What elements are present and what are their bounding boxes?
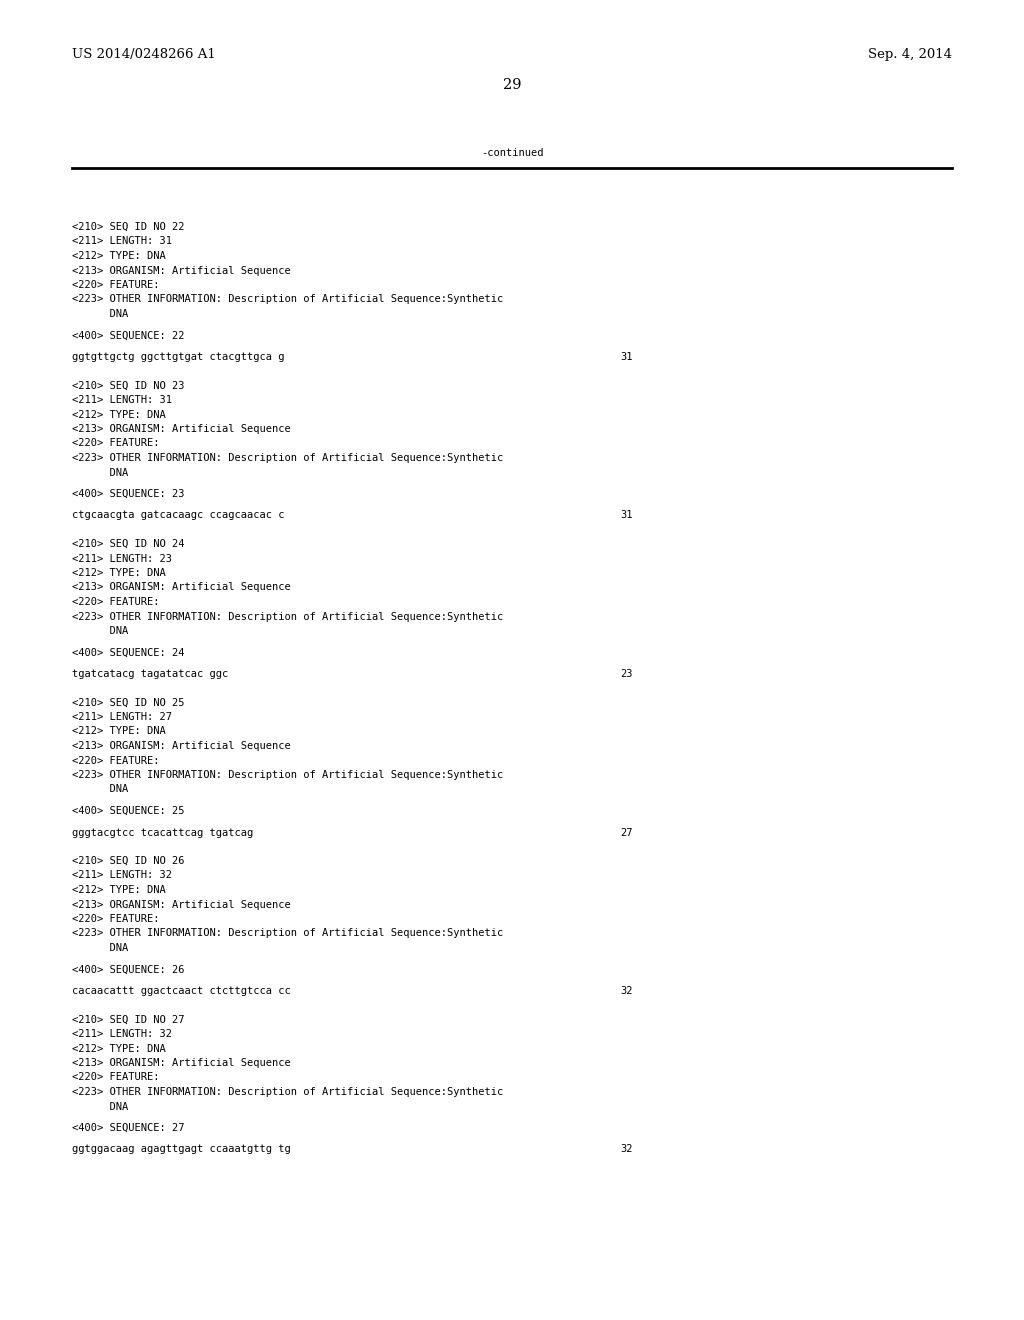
Text: US 2014/0248266 A1: US 2014/0248266 A1 (72, 48, 216, 61)
Text: 32: 32 (620, 1144, 633, 1155)
Text: <212> TYPE: DNA: <212> TYPE: DNA (72, 568, 166, 578)
Text: <400> SEQUENCE: 24: <400> SEQUENCE: 24 (72, 648, 184, 657)
Text: <212> TYPE: DNA: <212> TYPE: DNA (72, 251, 166, 261)
Text: <210> SEQ ID NO 26: <210> SEQ ID NO 26 (72, 855, 184, 866)
Text: <210> SEQ ID NO 24: <210> SEQ ID NO 24 (72, 539, 184, 549)
Text: Sep. 4, 2014: Sep. 4, 2014 (868, 48, 952, 61)
Text: <400> SEQUENCE: 26: <400> SEQUENCE: 26 (72, 965, 184, 974)
Text: <212> TYPE: DNA: <212> TYPE: DNA (72, 409, 166, 420)
Text: DNA: DNA (72, 1101, 128, 1111)
Text: <210> SEQ ID NO 23: <210> SEQ ID NO 23 (72, 380, 184, 391)
Text: 31: 31 (620, 352, 633, 362)
Text: ggtggacaag agagttgagt ccaaatgttg tg: ggtggacaag agagttgagt ccaaatgttg tg (72, 1144, 291, 1155)
Text: <223> OTHER INFORMATION: Description of Artificial Sequence:Synthetic: <223> OTHER INFORMATION: Description of … (72, 611, 503, 622)
Text: <211> LENGTH: 27: <211> LENGTH: 27 (72, 711, 172, 722)
Text: 31: 31 (620, 511, 633, 520)
Text: <210> SEQ ID NO 22: <210> SEQ ID NO 22 (72, 222, 184, 232)
Text: DNA: DNA (72, 467, 128, 478)
Text: <210> SEQ ID NO 25: <210> SEQ ID NO 25 (72, 697, 184, 708)
Text: <211> LENGTH: 23: <211> LENGTH: 23 (72, 553, 172, 564)
Text: <210> SEQ ID NO 27: <210> SEQ ID NO 27 (72, 1015, 184, 1024)
Text: gggtacgtcc tcacattcag tgatcag: gggtacgtcc tcacattcag tgatcag (72, 828, 253, 837)
Text: <220> FEATURE:: <220> FEATURE: (72, 1072, 160, 1082)
Text: ggtgttgctg ggcttgtgat ctacgttgca g: ggtgttgctg ggcttgtgat ctacgttgca g (72, 352, 285, 362)
Text: <211> LENGTH: 32: <211> LENGTH: 32 (72, 1030, 172, 1039)
Text: <211> LENGTH: 31: <211> LENGTH: 31 (72, 236, 172, 247)
Text: <212> TYPE: DNA: <212> TYPE: DNA (72, 884, 166, 895)
Text: <213> ORGANISM: Artificial Sequence: <213> ORGANISM: Artificial Sequence (72, 265, 291, 276)
Text: DNA: DNA (72, 942, 128, 953)
Text: <211> LENGTH: 32: <211> LENGTH: 32 (72, 870, 172, 880)
Text: cacaacattt ggactcaact ctcttgtcca cc: cacaacattt ggactcaact ctcttgtcca cc (72, 986, 291, 997)
Text: <400> SEQUENCE: 22: <400> SEQUENCE: 22 (72, 330, 184, 341)
Text: <400> SEQUENCE: 27: <400> SEQUENCE: 27 (72, 1123, 184, 1133)
Text: 27: 27 (620, 828, 633, 837)
Text: ctgcaacgta gatcacaagc ccagcaacac c: ctgcaacgta gatcacaagc ccagcaacac c (72, 511, 285, 520)
Text: <212> TYPE: DNA: <212> TYPE: DNA (72, 726, 166, 737)
Text: <220> FEATURE:: <220> FEATURE: (72, 597, 160, 607)
Text: <212> TYPE: DNA: <212> TYPE: DNA (72, 1044, 166, 1053)
Text: <400> SEQUENCE: 23: <400> SEQUENCE: 23 (72, 488, 184, 499)
Text: 23: 23 (620, 669, 633, 678)
Text: <213> ORGANISM: Artificial Sequence: <213> ORGANISM: Artificial Sequence (72, 741, 291, 751)
Text: 32: 32 (620, 986, 633, 997)
Text: -continued: -continued (480, 148, 544, 158)
Text: DNA: DNA (72, 626, 128, 636)
Text: 29: 29 (503, 78, 521, 92)
Text: <223> OTHER INFORMATION: Description of Artificial Sequence:Synthetic: <223> OTHER INFORMATION: Description of … (72, 294, 503, 305)
Text: <213> ORGANISM: Artificial Sequence: <213> ORGANISM: Artificial Sequence (72, 1059, 291, 1068)
Text: <220> FEATURE:: <220> FEATURE: (72, 913, 160, 924)
Text: <213> ORGANISM: Artificial Sequence: <213> ORGANISM: Artificial Sequence (72, 424, 291, 434)
Text: <211> LENGTH: 31: <211> LENGTH: 31 (72, 395, 172, 405)
Text: <223> OTHER INFORMATION: Description of Artificial Sequence:Synthetic: <223> OTHER INFORMATION: Description of … (72, 453, 503, 463)
Text: DNA: DNA (72, 784, 128, 795)
Text: <213> ORGANISM: Artificial Sequence: <213> ORGANISM: Artificial Sequence (72, 899, 291, 909)
Text: <220> FEATURE:: <220> FEATURE: (72, 280, 160, 290)
Text: <220> FEATURE:: <220> FEATURE: (72, 755, 160, 766)
Text: <223> OTHER INFORMATION: Description of Artificial Sequence:Synthetic: <223> OTHER INFORMATION: Description of … (72, 928, 503, 939)
Text: <220> FEATURE:: <220> FEATURE: (72, 438, 160, 449)
Text: <213> ORGANISM: Artificial Sequence: <213> ORGANISM: Artificial Sequence (72, 582, 291, 593)
Text: <223> OTHER INFORMATION: Description of Artificial Sequence:Synthetic: <223> OTHER INFORMATION: Description of … (72, 770, 503, 780)
Text: DNA: DNA (72, 309, 128, 319)
Text: tgatcatacg tagatatcac ggc: tgatcatacg tagatatcac ggc (72, 669, 228, 678)
Text: <223> OTHER INFORMATION: Description of Artificial Sequence:Synthetic: <223> OTHER INFORMATION: Description of … (72, 1086, 503, 1097)
Text: <400> SEQUENCE: 25: <400> SEQUENCE: 25 (72, 807, 184, 816)
